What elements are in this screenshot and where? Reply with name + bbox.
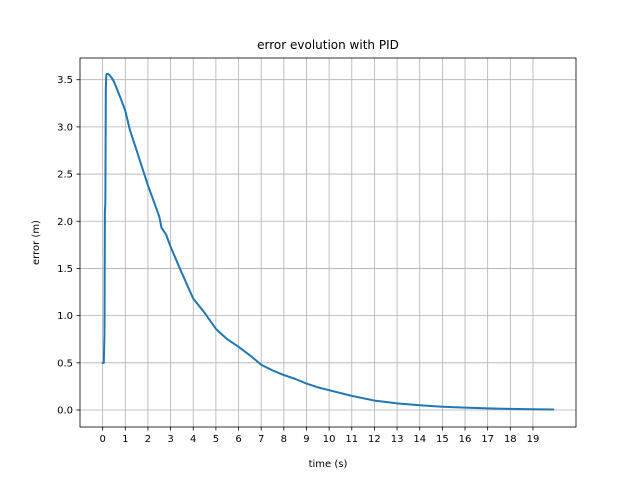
y-tick-label: 1.5 [57,264,73,275]
y-axis-ticks: 0.0 0.5 1.0 1.5 2.0 2.5 3.0 3.5 [57,75,80,417]
error-line [101,73,555,411]
x-tick-label: 16 [459,434,472,445]
x-tick-label: 19 [527,434,540,445]
x-tick-label: 10 [323,434,336,445]
x-tick-label: 7 [258,434,264,445]
y-axis-label: error (m) [31,220,42,265]
x-tick-label: 13 [391,434,404,445]
chart-title: error evolution with PID [257,38,399,52]
x-tick-label: 0 [99,434,105,445]
x-axis-label: time (s) [309,459,348,470]
x-tick-label: 3 [167,434,173,445]
x-tick-label: 9 [303,434,309,445]
y-tick-label: 0.5 [57,358,73,369]
x-tick-label: 12 [368,434,381,445]
x-tick-label: 17 [481,434,494,445]
y-tick-label: 1.0 [57,311,73,322]
x-tick-label: 1 [122,434,128,445]
plot-frame [79,57,577,428]
x-axis-ticks: 0 1 2 3 4 5 6 7 8 9 10 11 12 13 14 15 16 17 18 19 [99,427,539,445]
x-tick-label: 8 [281,434,287,445]
y-tick-label: 3.0 [57,122,73,133]
y-tick-label: 2.0 [57,217,73,228]
x-tick-label: 4 [190,434,196,445]
x-tick-label: 18 [504,434,517,445]
y-tick-label: 0.0 [57,406,73,417]
y-tick-label: 3.5 [57,75,73,86]
x-tick-label: 2 [145,434,151,445]
data-series [101,73,555,411]
x-tick-label: 6 [235,434,241,445]
x-tick-label: 11 [345,434,358,445]
x-tick-label: 14 [413,434,426,445]
x-tick-label: 15 [436,434,449,445]
grid-lines [80,58,576,427]
y-tick-label: 2.5 [57,170,73,181]
x-tick-label: 5 [213,434,219,445]
